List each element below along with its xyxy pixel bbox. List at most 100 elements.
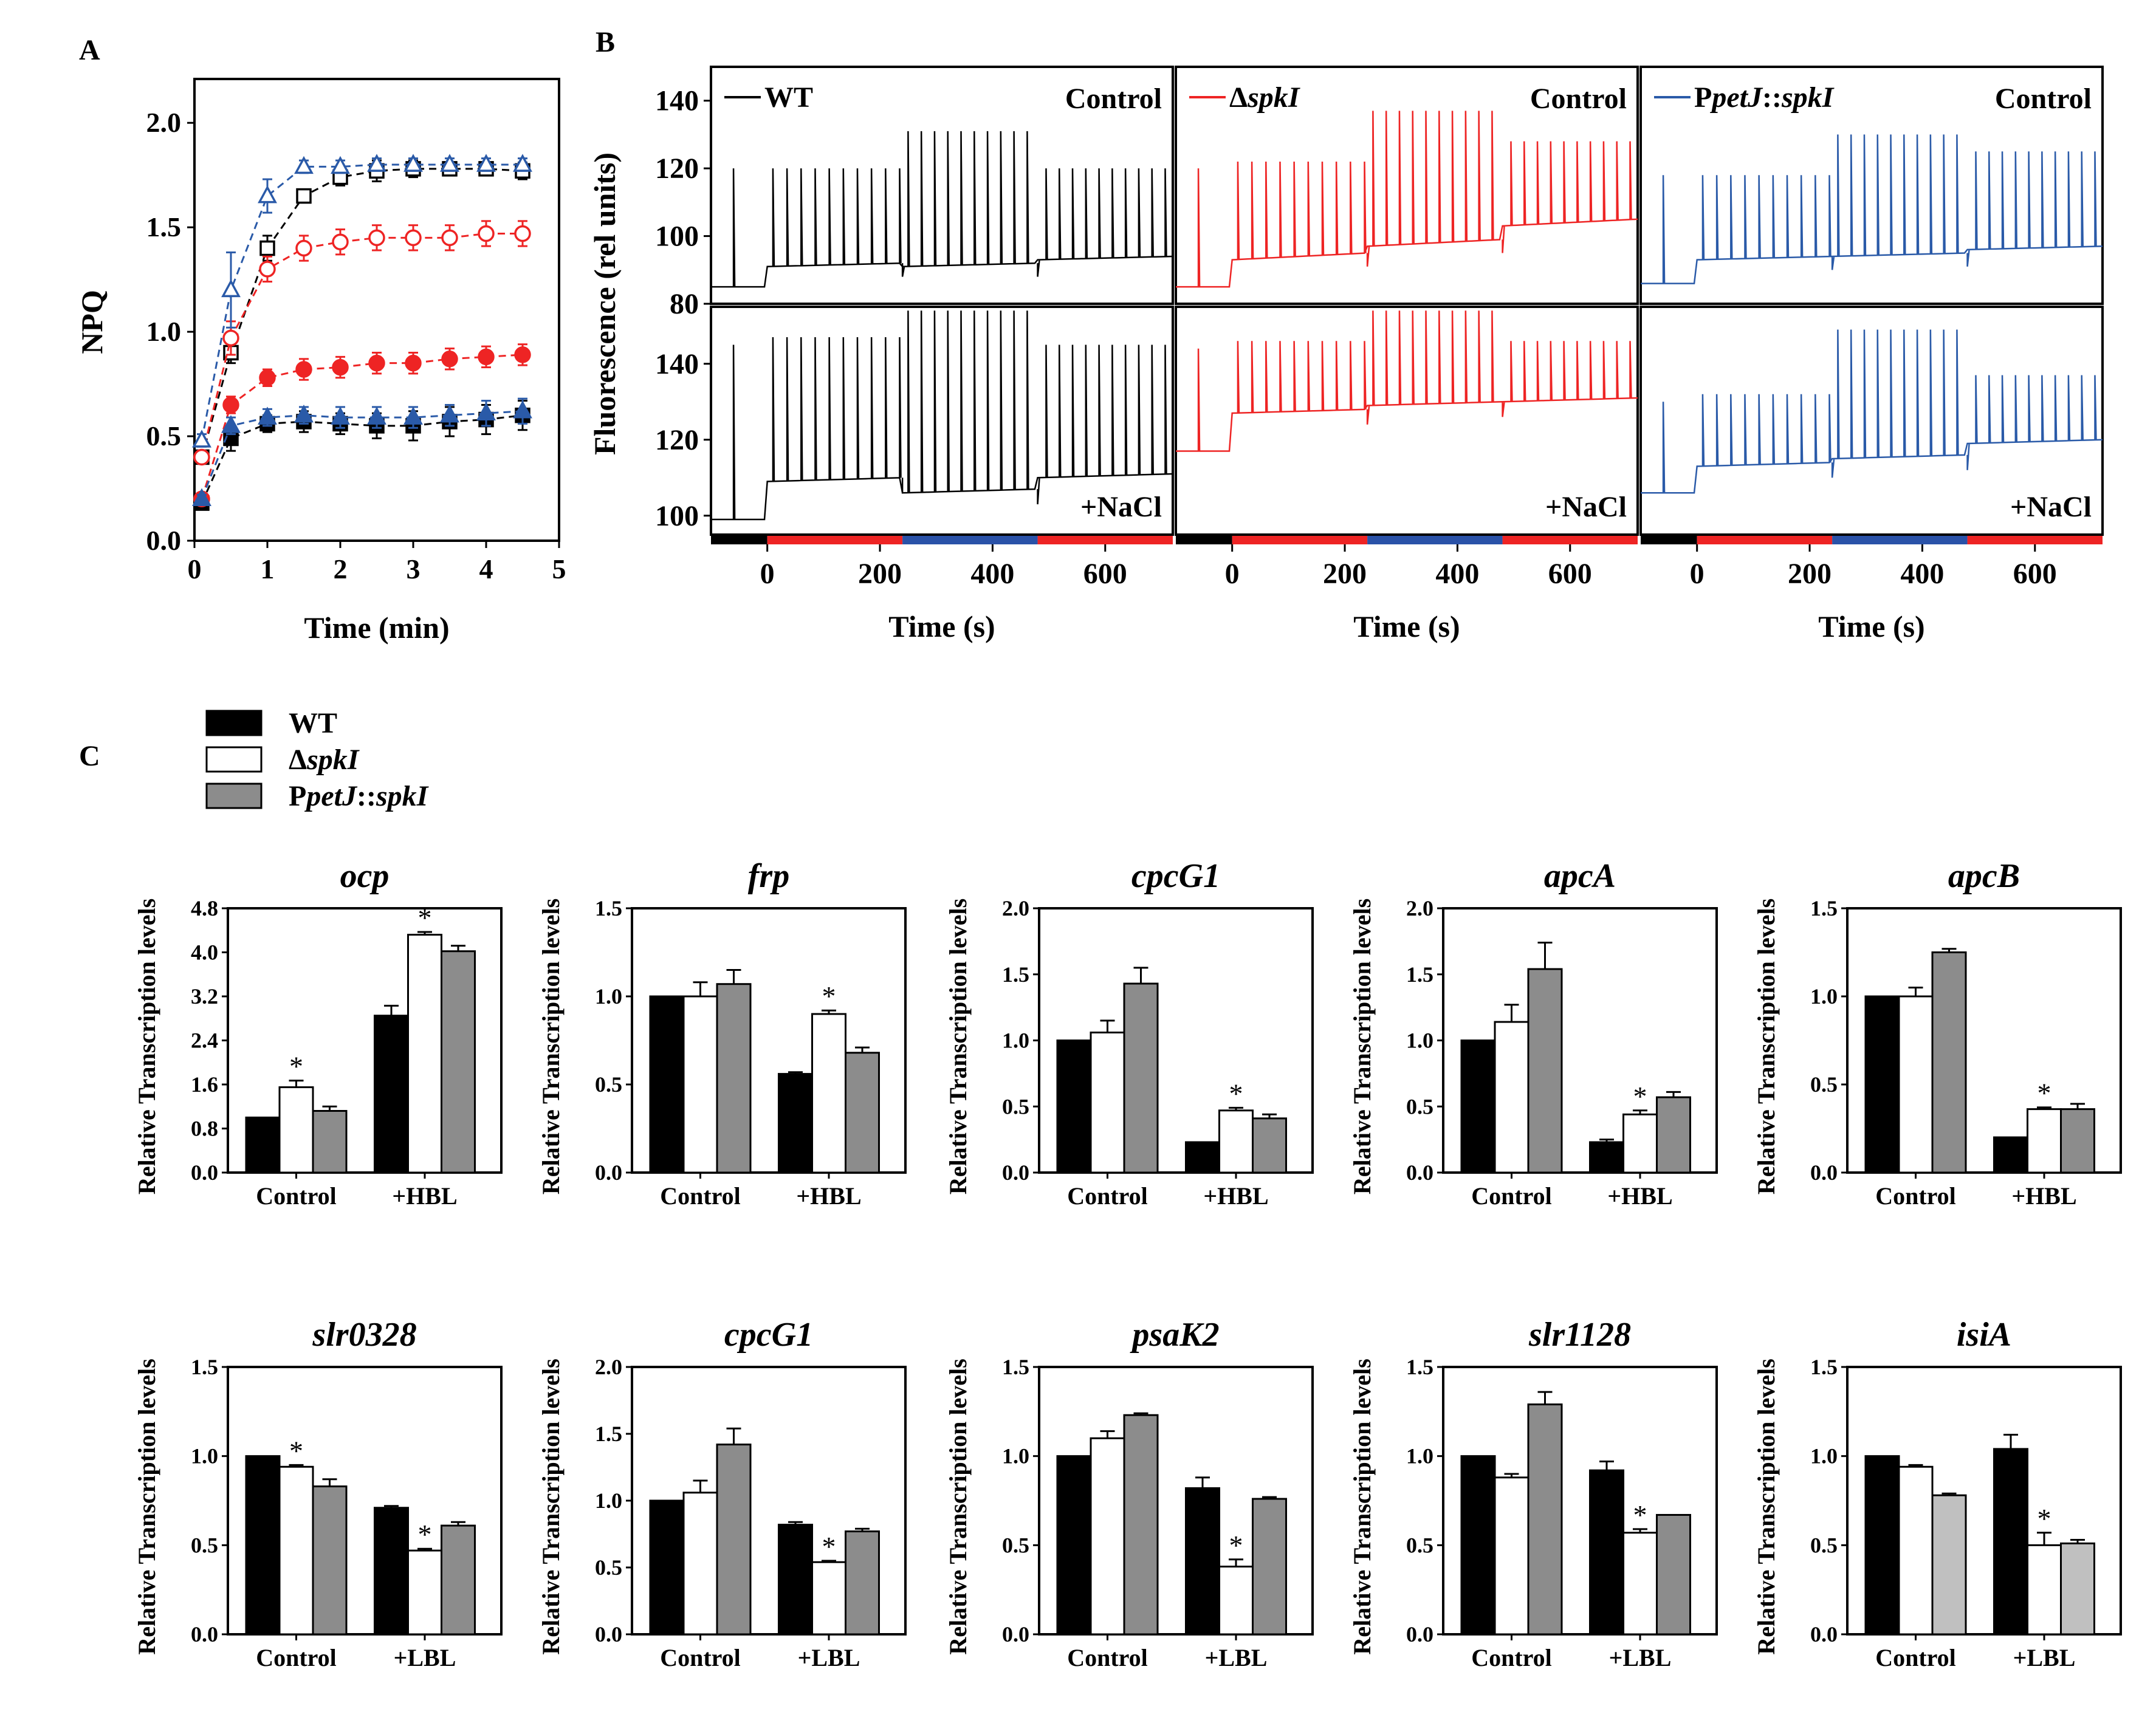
bar-x-tick-label: +HBL [1607,1182,1672,1210]
bar-chart-apcB: apcB Relative Transcription levels 0.0 0.5 1… [1753,857,2122,1210]
bar-y-label: Relative Transcription levels [133,1358,160,1654]
npq-point-circle [441,351,458,368]
bar-y-tick-label: 1.0 [191,1444,218,1468]
bar [278,1086,314,1174]
bar-x-tick-label: +HBL [392,1182,457,1210]
light-regime-bar [1502,536,1638,544]
bar-x-tick-label: +HBL [796,1182,861,1210]
npq-point-triangle [367,406,386,425]
fluorescence-trace-control [711,131,1173,288]
bar-chart-cpcG1: cpcG1 Relative Transcription levels 0.0 0.5… [944,857,1314,1210]
bar-y-tick-label: 1.0 [1002,1029,1029,1053]
npq-point-triangle [440,404,459,423]
bar-x-tick-label: Control [1067,1182,1148,1210]
bar [1622,1113,1658,1174]
bar [682,995,718,1174]
fluorescence-bottom-frame [710,306,1174,536]
light-regime-bar [711,536,767,544]
npq-x-tick-label: 4 [479,553,493,584]
bar-y-tick-label: 2.0 [1406,896,1433,920]
fluorescence-trace-control [1641,134,2103,284]
bar-y-tick-label: 1.5 [1406,1355,1433,1379]
npq-point-triangle [258,185,277,204]
npq-point-circle [222,329,239,347]
fluorescence-trace-control [1176,111,1638,288]
bar [649,1499,685,1636]
significance-star: * [2038,1503,2051,1534]
bar-y-label: Relative Transcription levels [537,899,565,1194]
bar [1898,1465,1934,1636]
bar [1589,1141,1624,1174]
fluorescence-top-y-tick-label: 140 [655,85,699,117]
bar-x-tick-label: Control [660,1644,741,1671]
npq-point-triangle [221,279,241,298]
bar [649,995,685,1174]
condition-control-label: Control [1530,83,1627,115]
bar-chart-cpcG1: cpcG1 Relative Transcription levels 0.0 0.5… [537,1316,907,1671]
bar-y-label: Relative Transcription levels [1348,1358,1376,1654]
significance-star: * [822,981,836,1012]
bar [845,1052,880,1174]
legend-label: ΔspkI [289,744,360,776]
bar [811,1013,846,1174]
bar [1185,1487,1220,1636]
light-regime-bar [1697,536,1833,544]
bar [1527,968,1563,1174]
bar [1993,1448,2028,1636]
npq-series-line [201,232,523,457]
bar-y-label: Relative Transcription levels [1348,899,1376,1194]
bar [1931,1494,1967,1636]
fluorescence-column: 0 200 400 600 Time (s) Control +NaCl WT [710,66,1174,643]
bar-x-tick-label: +LBL [2013,1644,2076,1671]
bar [1090,1031,1125,1174]
bar-y-tick-label: 0.5 [1406,1094,1433,1118]
bar-chart-frame [1846,1366,2122,1636]
bar [2060,1542,2095,1636]
bar-y-tick-label: 1.5 [595,1422,622,1446]
npq-point-circle [368,229,385,247]
bar-y-tick-label: 1.0 [595,1488,622,1513]
significance-star: * [2038,1078,2051,1109]
light-regime-bar [902,536,1038,544]
bar [1494,1021,1529,1174]
fluorescence-x-tick-label: 400 [970,558,1014,590]
bar-chart-frame [1442,1366,1718,1636]
npq-x-tick-label: 3 [407,553,421,584]
npq-point-triangle [294,156,314,174]
npq-y-label: NPQ [75,290,109,354]
bar-chart-psaK2: psaK2 Relative Transcription levels 0.0 0.5… [944,1316,1314,1671]
bar-y-tick-label: 1.5 [1810,896,1838,920]
bar [1218,1109,1254,1174]
significance-star: * [1229,1078,1243,1109]
bar [1993,1136,2028,1174]
npq-point-triangle [403,154,423,172]
fluorescence-trace-nacl [1641,329,2103,494]
light-regime-bar [1641,536,1697,544]
bar [2060,1108,2095,1174]
bar-y-tick-label: 1.0 [1810,984,1838,1009]
gene-title: apcB [1948,857,2020,895]
bar [1252,1117,1287,1174]
fluorescence-top-y-tick-label: 100 [655,221,699,253]
bar [1123,982,1159,1174]
npq-x-tick-label: 5 [552,553,566,584]
bar [716,1444,752,1636]
bar-y-tick-label: 0.0 [1810,1160,1838,1185]
trace-legend-label: PpetJ::spkI [1694,81,1835,114]
npq-series-line [201,354,523,499]
fluorescence-x-tick-label: 200 [1788,558,1832,590]
npq-point-circle [478,348,495,366]
fluorescence-x-tick-label: 400 [1435,558,1479,590]
bar-y-tick-label: 1.5 [1002,1355,1029,1379]
bar [2027,1108,2062,1174]
fluorescence-top-frame [1175,66,1639,305]
bar [1589,1469,1624,1636]
npq-point-triangle [476,402,496,420]
legend-swatch [205,746,263,773]
significance-star: * [289,1435,303,1466]
gene-title: psaK2 [1130,1316,1219,1354]
bar-y-tick-label: 0.5 [1002,1094,1029,1118]
light-regime-bar [1832,536,1968,544]
